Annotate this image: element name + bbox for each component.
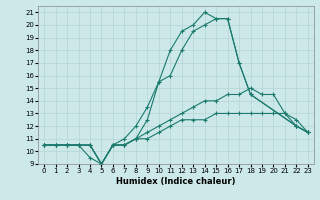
X-axis label: Humidex (Indice chaleur): Humidex (Indice chaleur) xyxy=(116,177,236,186)
